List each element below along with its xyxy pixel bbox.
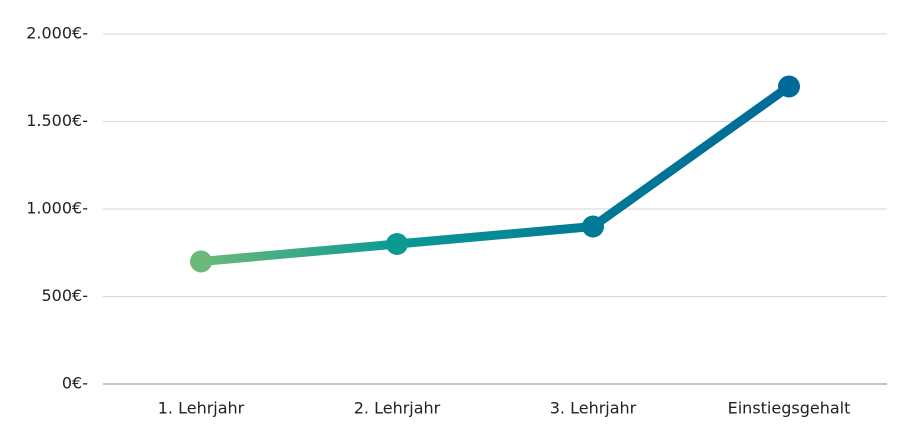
y-tick-label: 0€- xyxy=(62,374,88,393)
y-tick-label: 1.000€- xyxy=(26,199,88,218)
line-segment xyxy=(200,239,398,266)
y-tick-label: 1.500€- xyxy=(26,111,88,130)
point xyxy=(582,215,604,238)
x-tick-label: 3. Lehrjahr xyxy=(550,399,637,418)
point xyxy=(190,250,212,273)
y-tick-label: 2.000€- xyxy=(26,24,88,43)
point xyxy=(386,233,408,255)
line-segment xyxy=(590,82,792,231)
point xyxy=(778,75,800,98)
x-tick-label: 1. Lehrjahr xyxy=(158,399,245,418)
x-tick-label: Einstiegsgehalt xyxy=(728,399,851,418)
y-tick-label: 500€- xyxy=(42,286,89,305)
x-tick-label: 2. Lehrjahr xyxy=(354,399,441,418)
line-segment xyxy=(396,222,594,249)
